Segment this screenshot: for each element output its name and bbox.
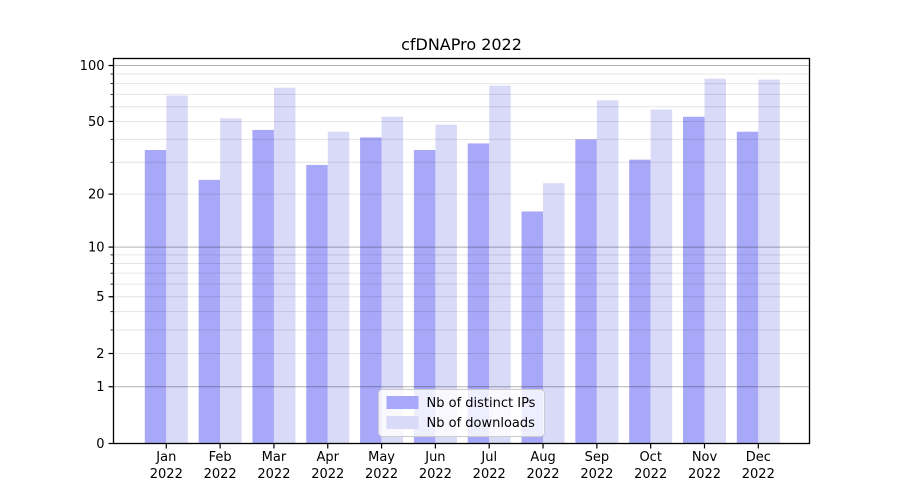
x-tick-label-month: May [368,450,395,465]
bar-distinct-ips [252,129,274,444]
bar-distinct-ips [198,179,221,444]
x-tick-label-year: 2022 [526,467,559,482]
x-tick-label-month: Apr [317,450,340,465]
x-tick-label-month: Mar [262,450,287,465]
x-tick-label-month: Jan [155,450,176,465]
y-tick-label: 1 [96,380,104,395]
bar-distinct-ips [575,139,597,444]
legend-label-downloads: Nb of downloads [427,416,536,431]
y-tick-label: 2 [96,347,104,362]
x-tick-label-year: 2022 [150,467,183,482]
y-tick-label: 10 [88,241,105,256]
bar-distinct-ips [683,116,705,444]
bar-distinct-ips [521,211,544,444]
bar-downloads [166,95,188,444]
x-tick-label-month: Sep [585,450,610,465]
x-tick-label-year: 2022 [204,467,237,482]
bar-downloads [758,79,780,444]
bar-downloads [704,78,726,444]
x-tick-label-month: Jun [424,450,445,465]
bar-downloads [327,131,350,444]
legend-swatch-downloads [386,416,419,429]
bar-downloads [381,116,404,444]
bar-downloads [596,100,619,444]
y-tick-label: 100 [80,59,105,74]
legend-swatch-distinct-ips [386,396,419,409]
x-tick-label-month: Dec [746,450,771,465]
bar-downloads [489,85,511,444]
bar-downloads [435,124,457,444]
x-tick-label-year: 2022 [742,467,775,482]
x-tick-label-month: Oct [639,450,661,465]
bar-distinct-ips [629,159,651,444]
x-tick-label-year: 2022 [688,467,721,482]
x-tick-label-month: Aug [530,450,555,465]
x-tick-label-year: 2022 [473,467,506,482]
x-tick-label-month: Jul [480,450,497,465]
bar-downloads [543,183,565,444]
bar-downloads [273,87,296,444]
x-tick-label-year: 2022 [419,467,452,482]
y-tick-label: 5 [96,290,104,305]
bar-distinct-ips [413,149,436,444]
bar-downloads [650,109,673,444]
bar-distinct-ips [736,131,759,444]
y-tick-label: 20 [88,188,105,203]
x-tick-label-month: Nov [692,450,718,465]
x-tick-label-year: 2022 [311,467,344,482]
chart-title: cfDNAPro 2022 [401,35,522,54]
legend-label-distinct-ips: Nb of distinct IPs [427,396,536,411]
bar-distinct-ips [360,137,382,444]
x-tick-label-year: 2022 [634,467,667,482]
bar-distinct-ips [144,149,167,444]
bar-distinct-ips [467,143,490,444]
y-tick-label: 0 [96,437,104,452]
bar-distinct-ips [306,164,328,444]
legend-box [378,389,545,437]
bar-downloads [220,118,242,444]
x-tick-label-year: 2022 [365,467,398,482]
x-tick-label-year: 2022 [257,467,290,482]
x-tick-label-year: 2022 [580,467,613,482]
y-tick-label: 50 [88,115,105,130]
x-tick-label-month: Feb [209,450,232,465]
plot-border [112,57,811,445]
